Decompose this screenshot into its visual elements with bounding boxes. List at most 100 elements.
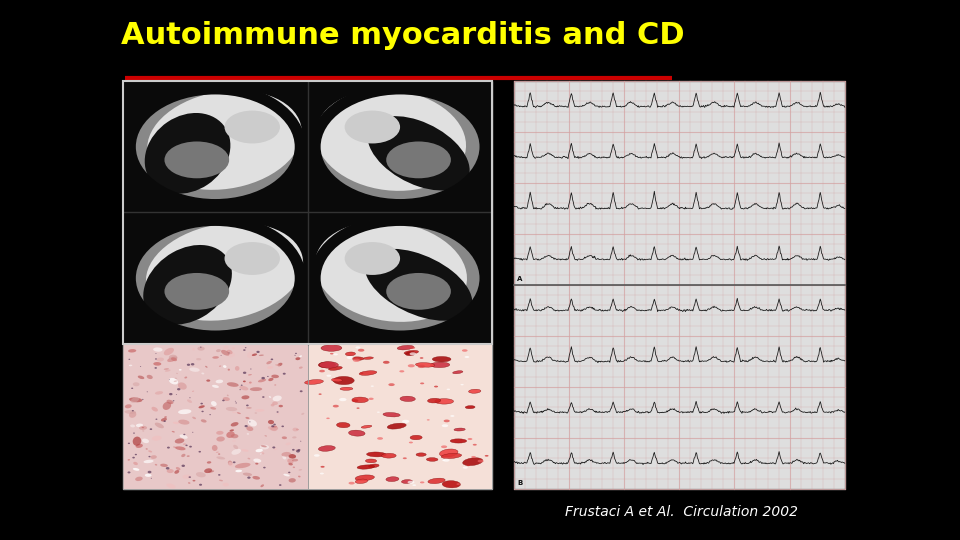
Ellipse shape <box>245 347 247 348</box>
Ellipse shape <box>345 111 400 144</box>
Ellipse shape <box>155 359 156 360</box>
Ellipse shape <box>246 404 249 406</box>
Ellipse shape <box>129 411 136 418</box>
Ellipse shape <box>232 347 235 349</box>
Ellipse shape <box>176 467 180 470</box>
Ellipse shape <box>189 397 191 398</box>
Ellipse shape <box>402 420 409 423</box>
Ellipse shape <box>426 458 438 461</box>
Bar <box>307 344 492 489</box>
Ellipse shape <box>156 357 164 362</box>
Ellipse shape <box>368 116 469 191</box>
Ellipse shape <box>167 447 170 449</box>
Ellipse shape <box>268 420 274 424</box>
Ellipse shape <box>134 454 137 455</box>
Bar <box>307 81 492 212</box>
Ellipse shape <box>328 366 343 370</box>
Ellipse shape <box>202 373 204 374</box>
Ellipse shape <box>211 401 217 406</box>
Ellipse shape <box>128 459 130 461</box>
Ellipse shape <box>216 380 223 383</box>
Ellipse shape <box>140 366 141 367</box>
Ellipse shape <box>408 364 415 367</box>
Ellipse shape <box>189 367 200 372</box>
Ellipse shape <box>435 399 453 404</box>
Ellipse shape <box>273 447 276 449</box>
Ellipse shape <box>219 366 222 367</box>
Ellipse shape <box>167 356 178 362</box>
Ellipse shape <box>346 352 355 356</box>
Ellipse shape <box>292 449 295 451</box>
Bar <box>123 344 307 489</box>
Ellipse shape <box>128 349 136 353</box>
Text: Frustaci A et Al.  Circulation 2002: Frustaci A et Al. Circulation 2002 <box>565 505 798 519</box>
Ellipse shape <box>289 478 296 483</box>
Ellipse shape <box>410 352 417 355</box>
Ellipse shape <box>219 480 223 481</box>
Ellipse shape <box>149 456 151 457</box>
Ellipse shape <box>129 359 131 360</box>
Ellipse shape <box>271 426 278 430</box>
Ellipse shape <box>267 376 269 377</box>
Ellipse shape <box>176 447 185 450</box>
Ellipse shape <box>416 363 435 367</box>
Ellipse shape <box>383 413 400 417</box>
Ellipse shape <box>427 399 441 403</box>
Ellipse shape <box>183 443 186 445</box>
Ellipse shape <box>485 455 489 457</box>
Ellipse shape <box>301 413 304 415</box>
Ellipse shape <box>196 472 205 477</box>
Ellipse shape <box>228 462 234 467</box>
Ellipse shape <box>253 458 261 463</box>
Ellipse shape <box>352 357 364 360</box>
Ellipse shape <box>151 455 156 459</box>
Ellipse shape <box>444 420 450 422</box>
Ellipse shape <box>152 407 157 411</box>
Ellipse shape <box>142 430 144 431</box>
Ellipse shape <box>212 385 219 388</box>
Ellipse shape <box>358 349 365 352</box>
Ellipse shape <box>181 464 185 467</box>
Ellipse shape <box>286 442 291 446</box>
Ellipse shape <box>409 442 413 443</box>
Ellipse shape <box>403 457 407 459</box>
Ellipse shape <box>191 363 195 366</box>
Ellipse shape <box>326 417 329 419</box>
Ellipse shape <box>453 371 463 374</box>
Ellipse shape <box>277 413 279 414</box>
Ellipse shape <box>188 482 190 484</box>
Ellipse shape <box>231 449 241 455</box>
Ellipse shape <box>230 422 238 427</box>
Ellipse shape <box>443 459 449 462</box>
Ellipse shape <box>154 347 162 352</box>
Ellipse shape <box>300 355 302 357</box>
Ellipse shape <box>169 378 179 384</box>
Ellipse shape <box>333 353 338 355</box>
Ellipse shape <box>187 400 192 403</box>
Ellipse shape <box>260 445 269 449</box>
Ellipse shape <box>188 476 191 478</box>
Ellipse shape <box>145 474 152 477</box>
Ellipse shape <box>235 401 236 402</box>
Ellipse shape <box>166 483 176 489</box>
Ellipse shape <box>399 370 404 373</box>
Ellipse shape <box>434 483 437 484</box>
Ellipse shape <box>298 449 300 451</box>
Ellipse shape <box>320 472 324 475</box>
Ellipse shape <box>348 482 355 484</box>
Ellipse shape <box>466 406 475 409</box>
Ellipse shape <box>225 242 280 275</box>
Ellipse shape <box>131 397 139 403</box>
Ellipse shape <box>355 346 360 349</box>
Ellipse shape <box>471 456 476 458</box>
Ellipse shape <box>352 397 369 403</box>
Ellipse shape <box>218 474 221 476</box>
Ellipse shape <box>143 460 154 463</box>
Ellipse shape <box>142 438 149 443</box>
Ellipse shape <box>208 470 214 472</box>
Ellipse shape <box>175 438 184 443</box>
Ellipse shape <box>420 382 424 384</box>
Text: A: A <box>517 275 523 281</box>
Ellipse shape <box>129 364 132 366</box>
Ellipse shape <box>412 484 416 486</box>
